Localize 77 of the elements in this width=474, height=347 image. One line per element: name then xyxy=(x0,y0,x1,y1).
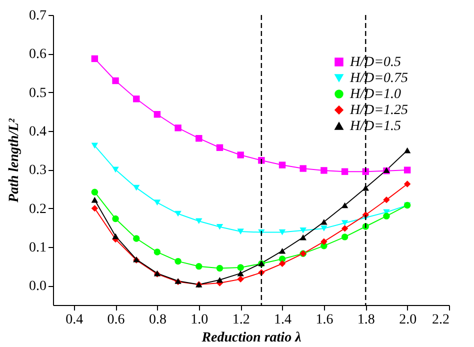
point xyxy=(320,218,328,225)
y-tick-label: 0.0 xyxy=(29,279,46,294)
point xyxy=(91,204,98,212)
point xyxy=(300,234,306,240)
point xyxy=(383,212,390,220)
point xyxy=(237,264,244,271)
point xyxy=(278,229,286,236)
point xyxy=(91,142,98,149)
y-axis-title: Path length/L² xyxy=(7,118,22,202)
point xyxy=(91,188,98,196)
point xyxy=(174,258,182,265)
x-tick-label: 2.0 xyxy=(399,312,417,328)
x-tick-label: 1.6 xyxy=(316,312,334,328)
point xyxy=(216,264,224,272)
point xyxy=(404,180,411,188)
x-tick-label: 1.4 xyxy=(274,312,292,328)
point xyxy=(404,166,411,174)
point xyxy=(174,124,182,132)
point xyxy=(341,234,348,240)
point xyxy=(341,202,348,208)
point xyxy=(320,167,328,174)
y-tick-label: 0.4 xyxy=(29,124,46,140)
point xyxy=(278,162,286,168)
point xyxy=(154,200,161,206)
y-tick-label: 0.1 xyxy=(29,240,46,256)
x-tick-label: 2.2 xyxy=(432,312,450,328)
point xyxy=(278,248,286,254)
point xyxy=(174,210,182,217)
x-tick-label: 0.6 xyxy=(107,312,125,328)
point xyxy=(320,238,328,245)
point xyxy=(362,168,369,175)
point xyxy=(154,111,161,118)
y-tick-label: 0.6 xyxy=(29,47,46,62)
legend-label: H/D=0.5 xyxy=(349,55,402,70)
point xyxy=(216,276,224,283)
point xyxy=(237,152,244,158)
point xyxy=(341,168,348,175)
point xyxy=(341,220,348,226)
legend-label: H/D=0.75 xyxy=(349,71,408,86)
x-tick-label: 0.8 xyxy=(148,312,166,328)
point xyxy=(91,196,98,203)
point xyxy=(300,165,306,172)
point xyxy=(237,276,244,282)
point xyxy=(196,134,202,142)
x-axis-title: Reduction ratio λ xyxy=(200,330,302,346)
x-tick-label: 1.2 xyxy=(232,312,250,328)
x-tick-label: 0.4 xyxy=(66,312,84,328)
point xyxy=(91,55,98,62)
point xyxy=(300,227,306,234)
point xyxy=(133,184,140,191)
y-tick-label: 0.2 xyxy=(29,202,46,217)
legend-label: H/D=1.25 xyxy=(349,103,408,118)
point xyxy=(133,235,140,242)
y-tick-label: 0.3 xyxy=(29,163,46,178)
point xyxy=(237,228,244,234)
legend-label: H/D=1.0 xyxy=(349,87,402,102)
y-tick-label: 0.5 xyxy=(29,86,46,101)
x-tick-label: 1.8 xyxy=(357,312,375,328)
point xyxy=(383,196,390,204)
point xyxy=(404,147,411,154)
point xyxy=(133,96,140,102)
point xyxy=(112,166,119,173)
point xyxy=(196,262,202,270)
x-tick-label: 1.0 xyxy=(190,312,208,328)
point xyxy=(216,224,224,230)
point xyxy=(154,248,161,256)
y-tick-label: 0.7 xyxy=(29,8,46,24)
point xyxy=(112,215,119,222)
point xyxy=(112,77,119,84)
point xyxy=(112,233,119,240)
point xyxy=(320,226,328,232)
point xyxy=(278,260,286,267)
point xyxy=(196,218,202,224)
point xyxy=(341,225,348,232)
point xyxy=(216,144,224,151)
legend-label: H/D=1.5 xyxy=(349,119,402,134)
point xyxy=(237,270,244,276)
